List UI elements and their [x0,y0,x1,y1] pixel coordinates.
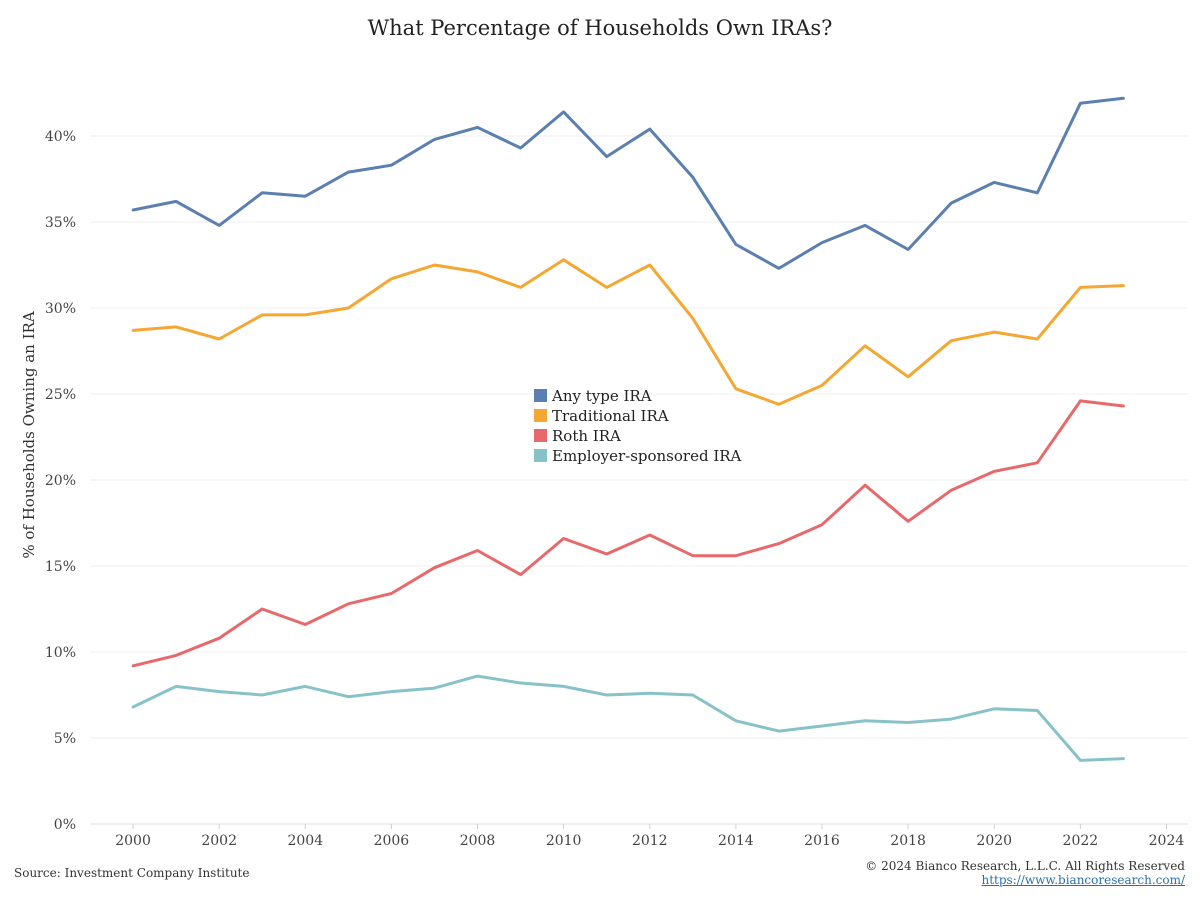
y-tick-label: 0% [54,817,76,833]
x-tick-label: 2020 [976,833,1012,849]
legend-label: Traditional IRA [552,407,669,425]
series-line-1 [131,96,1125,270]
x-tick-label: 2002 [201,833,237,849]
x-tick-label: 2018 [890,833,926,849]
legend: Any type IRA Traditional IRA Roth IRA Emplo… [534,387,742,465]
legend-swatch [534,429,547,442]
legend-swatch [534,409,547,422]
y-tick-label: 30% [45,301,76,317]
y-tick-label: 40% [45,129,76,145]
axis-ticks: 0% 5% 10% 15% 20% 25% 30% 35% 40% 2000 2002 2004 200… [45,129,1184,849]
x-tick-label: 2010 [546,833,582,849]
series-line-4 [131,674,1125,762]
y-tick-label: 25% [45,387,76,403]
y-axis-title: % of Households Owning an IRA [20,311,38,558]
source-note: Source: Investment Company Institute [14,866,250,880]
legend-label: Any type IRA [551,387,652,405]
x-tick-label: 2024 [1149,833,1185,849]
legend-swatch [534,449,547,462]
y-tick-label: 5% [54,731,76,747]
legend-swatch [534,389,547,402]
y-tick-label: 10% [45,645,76,661]
series-lines [131,96,1125,762]
series-line-2 [131,258,1125,406]
x-tick-label: 2008 [460,833,496,849]
chart-title: What Percentage of Households Own IRAs? [367,16,833,40]
gridlines [90,135,1188,825]
x-tick-label: 2004 [287,833,323,849]
copyright-note: © 2024 Bianco Research, L.L.C. All Right… [865,859,1185,873]
website-link[interactable]: https://www.biancoresearch.com/ [981,873,1185,887]
x-tick-label: 2022 [1063,833,1099,849]
x-tick-label: 2014 [718,833,754,849]
y-tick-label: 35% [45,215,76,231]
x-tick-label: 2000 [115,833,151,849]
y-tick-label: 20% [45,473,76,489]
y-tick-label: 15% [45,559,76,575]
x-tick-label: 2012 [632,833,668,849]
legend-label: Employer-sponsored IRA [552,447,742,465]
x-tick-label: 2006 [374,833,410,849]
x-tick-label: 2016 [804,833,840,849]
legend-label: Roth IRA [552,427,621,445]
series-line-3 [131,399,1125,668]
